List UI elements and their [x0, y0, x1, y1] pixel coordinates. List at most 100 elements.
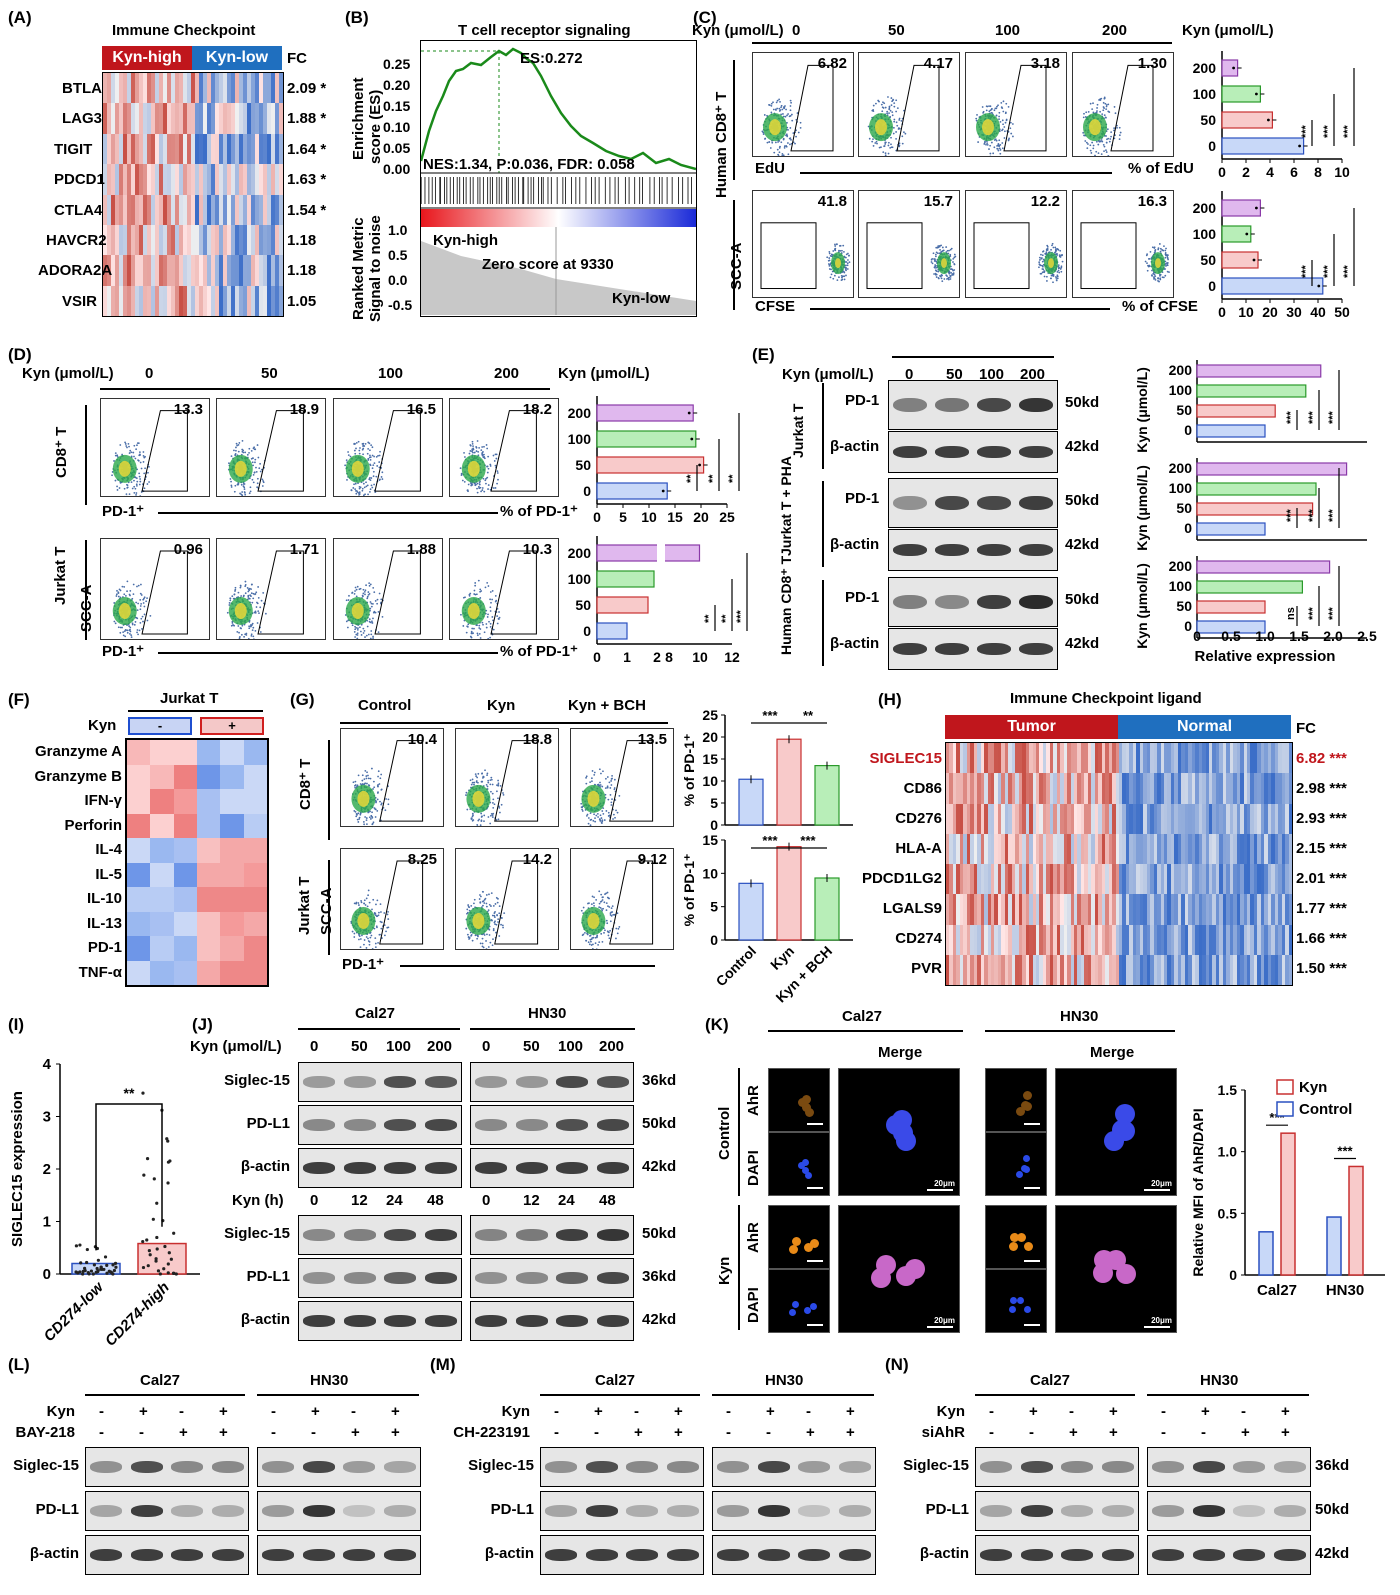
h-gene-label: CD274 — [895, 930, 942, 947]
bar — [596, 482, 668, 500]
lmn-sign: + — [1109, 1424, 1118, 1441]
bar — [596, 404, 694, 422]
lmn-cell-hn30: HN30 — [310, 1372, 349, 1389]
h-group-normal: Normal — [1118, 715, 1291, 739]
f-kyn-label: Kyn — [88, 717, 117, 734]
tick-label: *** — [1342, 124, 1354, 138]
flow-gate-value: 14.2 — [522, 851, 552, 868]
d-pd1-label-1: PD-1⁺ — [102, 503, 145, 520]
lmn-sign: - — [1161, 1403, 1166, 1420]
e-actin-label: β-actin — [830, 536, 880, 553]
lmn-row-label: Siglec-15 — [13, 1457, 79, 1474]
c-cfse-barchart: 200 100 50 00 10 20 30 40 50 *** *** *** — [1193, 191, 1355, 320]
a-gene-label: PDCD1 — [54, 171, 105, 189]
bar-category: 200 — [1193, 60, 1217, 76]
k-stain-ahr: AhR — [745, 1222, 762, 1253]
j-cell-cal27: Cal27 — [355, 1005, 396, 1022]
tick-label: 50 — [1334, 304, 1350, 320]
b-ytick: 0.15 — [383, 98, 411, 114]
panel-label-c: (C) — [693, 8, 717, 27]
bar-category: 0 — [1184, 520, 1192, 536]
k-dapi-image — [768, 1269, 830, 1333]
panel-label-i: (I) — [8, 1015, 25, 1034]
k-sig: *** — [1337, 1143, 1353, 1158]
lmn-blot — [712, 1491, 876, 1531]
a-group-low: Kyn-low — [192, 46, 282, 70]
tick-label: ** — [727, 474, 739, 483]
flow-gate-value: 1.88 — [406, 541, 436, 558]
lmn-blot — [712, 1535, 876, 1575]
lmn-sign: + — [311, 1403, 320, 1420]
e-blot-pd1 — [888, 577, 1058, 627]
g-cd8-flowplot: 13.5 — [570, 728, 674, 827]
k-ylabel: Relative MFI of AhR/DAPI — [1190, 1108, 1206, 1276]
flow-gate-value: 13.3 — [173, 401, 203, 418]
tick-label: *** — [1307, 606, 1319, 620]
tick-label: 0 — [1218, 304, 1226, 320]
e-dose: 100 — [979, 366, 1005, 383]
tick-label: 0.5 — [1218, 1205, 1238, 1221]
n-kd-label: 50kd — [1315, 1501, 1350, 1518]
bar — [1221, 199, 1262, 217]
g-sig: *** — [762, 833, 778, 848]
h-fc-header: FC — [1296, 720, 1316, 737]
lmn-treat-2: CH-223191 — [453, 1424, 530, 1441]
a-fc-value: 2.09 * — [287, 80, 327, 97]
bar-category: 100 — [1193, 86, 1217, 102]
bar — [1196, 462, 1348, 476]
b-stats: NES:1.34, P:0.036, FDR: 0.058 — [423, 156, 635, 173]
lmn-cell-cal27: Cal27 — [595, 1372, 636, 1389]
c-dose: 100 — [995, 22, 1021, 39]
c-x-edu: % of EdU — [1128, 160, 1194, 177]
k-dapi-image — [768, 1132, 830, 1196]
lmn-sign: + — [674, 1403, 683, 1420]
tick-label: ** — [703, 614, 715, 623]
g-col-label: Kyn — [487, 697, 516, 714]
d-dose: 50 — [261, 365, 278, 382]
tick-label: 0 — [1218, 164, 1226, 180]
d-jurkat-flowplot: 1.71 — [216, 538, 326, 640]
flow-gate-value: 12.2 — [1030, 193, 1060, 210]
flow-gate-value: 10.4 — [407, 731, 437, 748]
e-blot-actin — [888, 628, 1058, 670]
g-row2-label: Jurkat T — [296, 876, 313, 935]
panel-label-f: (F) — [8, 690, 30, 709]
k-scale-label: 20μm — [934, 1179, 955, 1188]
g-scc-label: SCC-A — [318, 887, 335, 936]
n-kd-label: 42kd — [1315, 1545, 1350, 1562]
j-cell-hn30: HN30 — [528, 1005, 567, 1022]
lmn-sign: + — [391, 1403, 400, 1420]
tick-label: 0 — [710, 932, 718, 948]
bar-category: 0 — [1184, 422, 1192, 438]
b-ylabel-2: score (ES) — [367, 89, 384, 164]
c-kyn-bar-label: Kyn (μmol/L) — [1182, 22, 1274, 39]
lmn-blot — [257, 1535, 421, 1575]
tick-label: *** — [1327, 410, 1339, 424]
bar — [1196, 620, 1266, 634]
tick-label: *** — [1285, 410, 1297, 424]
b-ytick: 0.05 — [383, 140, 411, 156]
h-fc-value: 2.01 *** — [1296, 870, 1347, 887]
k-barchart: 0 0.5 1.0 1.5 Relative MFI of AhR/DAPI *** Cal… — [1190, 1079, 1385, 1299]
tick-label: 8 — [1314, 164, 1322, 180]
lmn-blot — [712, 1447, 876, 1487]
k-xtick: HN30 — [1326, 1282, 1364, 1299]
flow-gate-value: 3.18 — [1030, 55, 1060, 72]
lmn-sign: + — [219, 1403, 228, 1420]
k-scale-label: 20μm — [934, 1316, 955, 1325]
b-ytick: 0.10 — [383, 119, 411, 135]
f-plus-box: + — [200, 717, 264, 735]
k-ahr-image — [768, 1205, 830, 1269]
b-ytick: 0.00 — [383, 161, 411, 177]
k-stain-dapi: DAPI — [745, 1287, 762, 1323]
tick-label: 30 — [1286, 304, 1302, 320]
k-stain-dapi: DAPI — [745, 1150, 762, 1186]
e-ylabel: Kyn (μmol/L) — [1134, 367, 1150, 453]
tick-label: 2.0 — [1323, 628, 1343, 644]
bar — [137, 1242, 187, 1275]
lmn-treat-2: BAY-218 — [15, 1424, 76, 1441]
tick-label: 0 — [593, 509, 601, 525]
g-jurkat-flowplot: 14.2 — [455, 848, 559, 950]
tick-label: 20 — [1262, 304, 1278, 320]
